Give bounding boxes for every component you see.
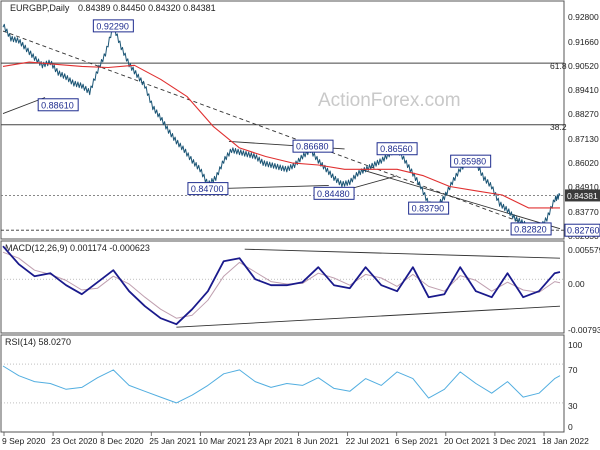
- price-label: 0.84480: [317, 189, 350, 199]
- macd-tick-top: 0.005579: [568, 245, 600, 255]
- price-tick: 0.87130: [568, 134, 599, 144]
- x-tick-label: 3 Dec 2021: [493, 436, 537, 446]
- price-label: 0.86680: [296, 142, 329, 152]
- rsi-title: RSI(14) 58.0270: [5, 337, 71, 347]
- price-label-box: [37, 98, 79, 112]
- rsi-line: [2, 365, 561, 404]
- price-label: 0.82820: [514, 224, 547, 234]
- macd-panel: [0, 240, 565, 334]
- price-label: 0.85980: [454, 157, 487, 167]
- price-label-box: [292, 139, 334, 153]
- rsi-tick-70: 70: [568, 365, 578, 375]
- price-tick: 0.89410: [568, 85, 599, 95]
- rsi-tick-0: 0: [568, 422, 573, 432]
- price-tick: 0.83770: [568, 207, 599, 217]
- macd-line: [2, 245, 561, 326]
- macd-tick-zero: 0.00: [568, 279, 585, 289]
- rsi-panel: [0, 334, 565, 433]
- fib-label-38: 38.2: [550, 122, 567, 132]
- price-tick: 0.84910: [568, 182, 599, 192]
- price-tick: 0.88270: [568, 109, 599, 119]
- watermark: ActionForex.com: [318, 90, 461, 111]
- triangle-lower-line: [218, 184, 329, 190]
- price-axis: 0.92800 0.91660 0.90520 0.89410 0.88270 …: [568, 12, 599, 241]
- price-label: 0.88610: [41, 100, 74, 110]
- rsi-tick-100: 100: [568, 340, 582, 350]
- price-label: 0.86560: [380, 144, 413, 154]
- current-price-value: 0.84381: [567, 191, 598, 201]
- x-tick-label: 25 Jan 2021: [149, 436, 196, 446]
- price-label: 0.83790: [412, 204, 445, 214]
- price-label: 0.92290: [96, 21, 129, 31]
- x-tick-label: 8 Jun 2021: [297, 436, 339, 446]
- price-tick: 0.90520: [568, 61, 599, 71]
- price-label-box: [92, 19, 134, 33]
- price-tick: 0.91660: [568, 37, 599, 47]
- price-panel: [0, 0, 565, 240]
- macd-support-line: [176, 305, 561, 328]
- price-label-box: [408, 201, 450, 215]
- macd-resistance-line: [244, 248, 561, 259]
- x-tick-label: 20 Oct 2021: [444, 436, 491, 446]
- x-tick-label: 6 Sep 2021: [395, 436, 439, 446]
- moving-average-line: [2, 61, 560, 209]
- falling-channel-line: [360, 168, 561, 230]
- macd-title: MACD(12,26,9) 0.001174 -0.000623: [5, 243, 150, 253]
- x-tick-label: 23 Oct 2020: [51, 436, 98, 446]
- price-label-box: [187, 182, 229, 196]
- current-price-box: [565, 189, 600, 202]
- price-label: 0.84700: [191, 184, 224, 194]
- price-tick: 0.86020: [568, 158, 599, 168]
- x-tick-label: 10 Mar 2021: [198, 436, 246, 446]
- fib-label-61: 61.8: [550, 61, 567, 71]
- x-tick-label: 8 Dec 2020: [100, 436, 144, 446]
- x-tick-label: 18 Jan 2022: [542, 436, 589, 446]
- chart-header-symbol: EURGBP,Daily: [10, 3, 70, 13]
- price-label-box: [376, 142, 418, 156]
- price-label-box: [450, 154, 492, 168]
- support-value: 0.82760: [567, 226, 600, 236]
- price-label-box: [510, 222, 552, 236]
- support-box: [564, 223, 600, 237]
- x-tick-label: 22 Jul 2021: [346, 436, 390, 446]
- x-tick-label: 9 Sep 2020: [2, 436, 46, 446]
- price-label-box: [313, 186, 355, 200]
- macd-signal-line: [2, 251, 561, 319]
- price-tick: 0.92800: [568, 12, 599, 22]
- chart-header-ohlc: 0.84389 0.84450 0.84320 0.84381: [78, 3, 216, 13]
- rsi-tick-30: 30: [568, 401, 578, 411]
- x-tick-label: 23 Apr 2021: [247, 436, 293, 446]
